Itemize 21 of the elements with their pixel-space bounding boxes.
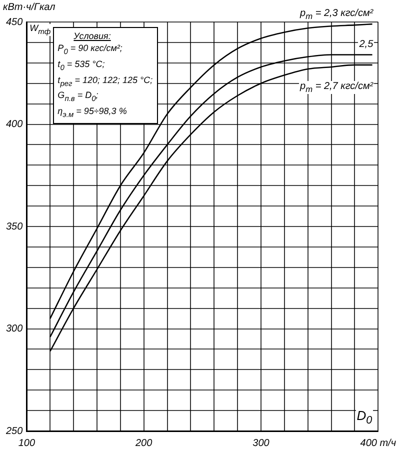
x-tick-label: 400 т/ч <box>360 438 396 449</box>
x-tick-label: 300 <box>252 438 270 449</box>
series-label: 2,5 <box>358 38 374 50</box>
annotation: G$_{п.в}$ = D$_{0}$; <box>58 89 100 106</box>
annotation: P$_{0}$ = 90 кгс/см²; <box>58 42 124 58</box>
annotation: t$_{рег}$ = 120; 122; 125 °C; <box>58 74 153 90</box>
annotation: η$_{э.м}$ = 95÷98,3 % <box>58 105 128 121</box>
x-tick-label: 100 <box>18 438 36 449</box>
annotation: t$_{0}$ = 535 °C; <box>58 58 106 74</box>
x-axis-title: D$_{0}$ <box>356 408 374 428</box>
y-tick-label: 400 <box>6 119 24 130</box>
series-label: p$_{т}$ = 2,7 кгс/см² <box>299 80 374 94</box>
x-tick-label: 200 <box>134 438 153 449</box>
y-tick-label: 250 <box>4 426 24 437</box>
y-axis-title: кВт·ч/Гкал <box>3 2 56 13</box>
y-tick-label: 450 <box>6 16 24 28</box>
y-tick-label: 300 <box>6 324 24 335</box>
annotation: Условия: <box>72 30 112 42</box>
series-label: p$_{т}$ = 2,3 кгс/см² <box>299 8 374 22</box>
y-tick-label: 350 <box>6 221 24 232</box>
annotation: W$_{тф}$ <box>28 23 52 36</box>
